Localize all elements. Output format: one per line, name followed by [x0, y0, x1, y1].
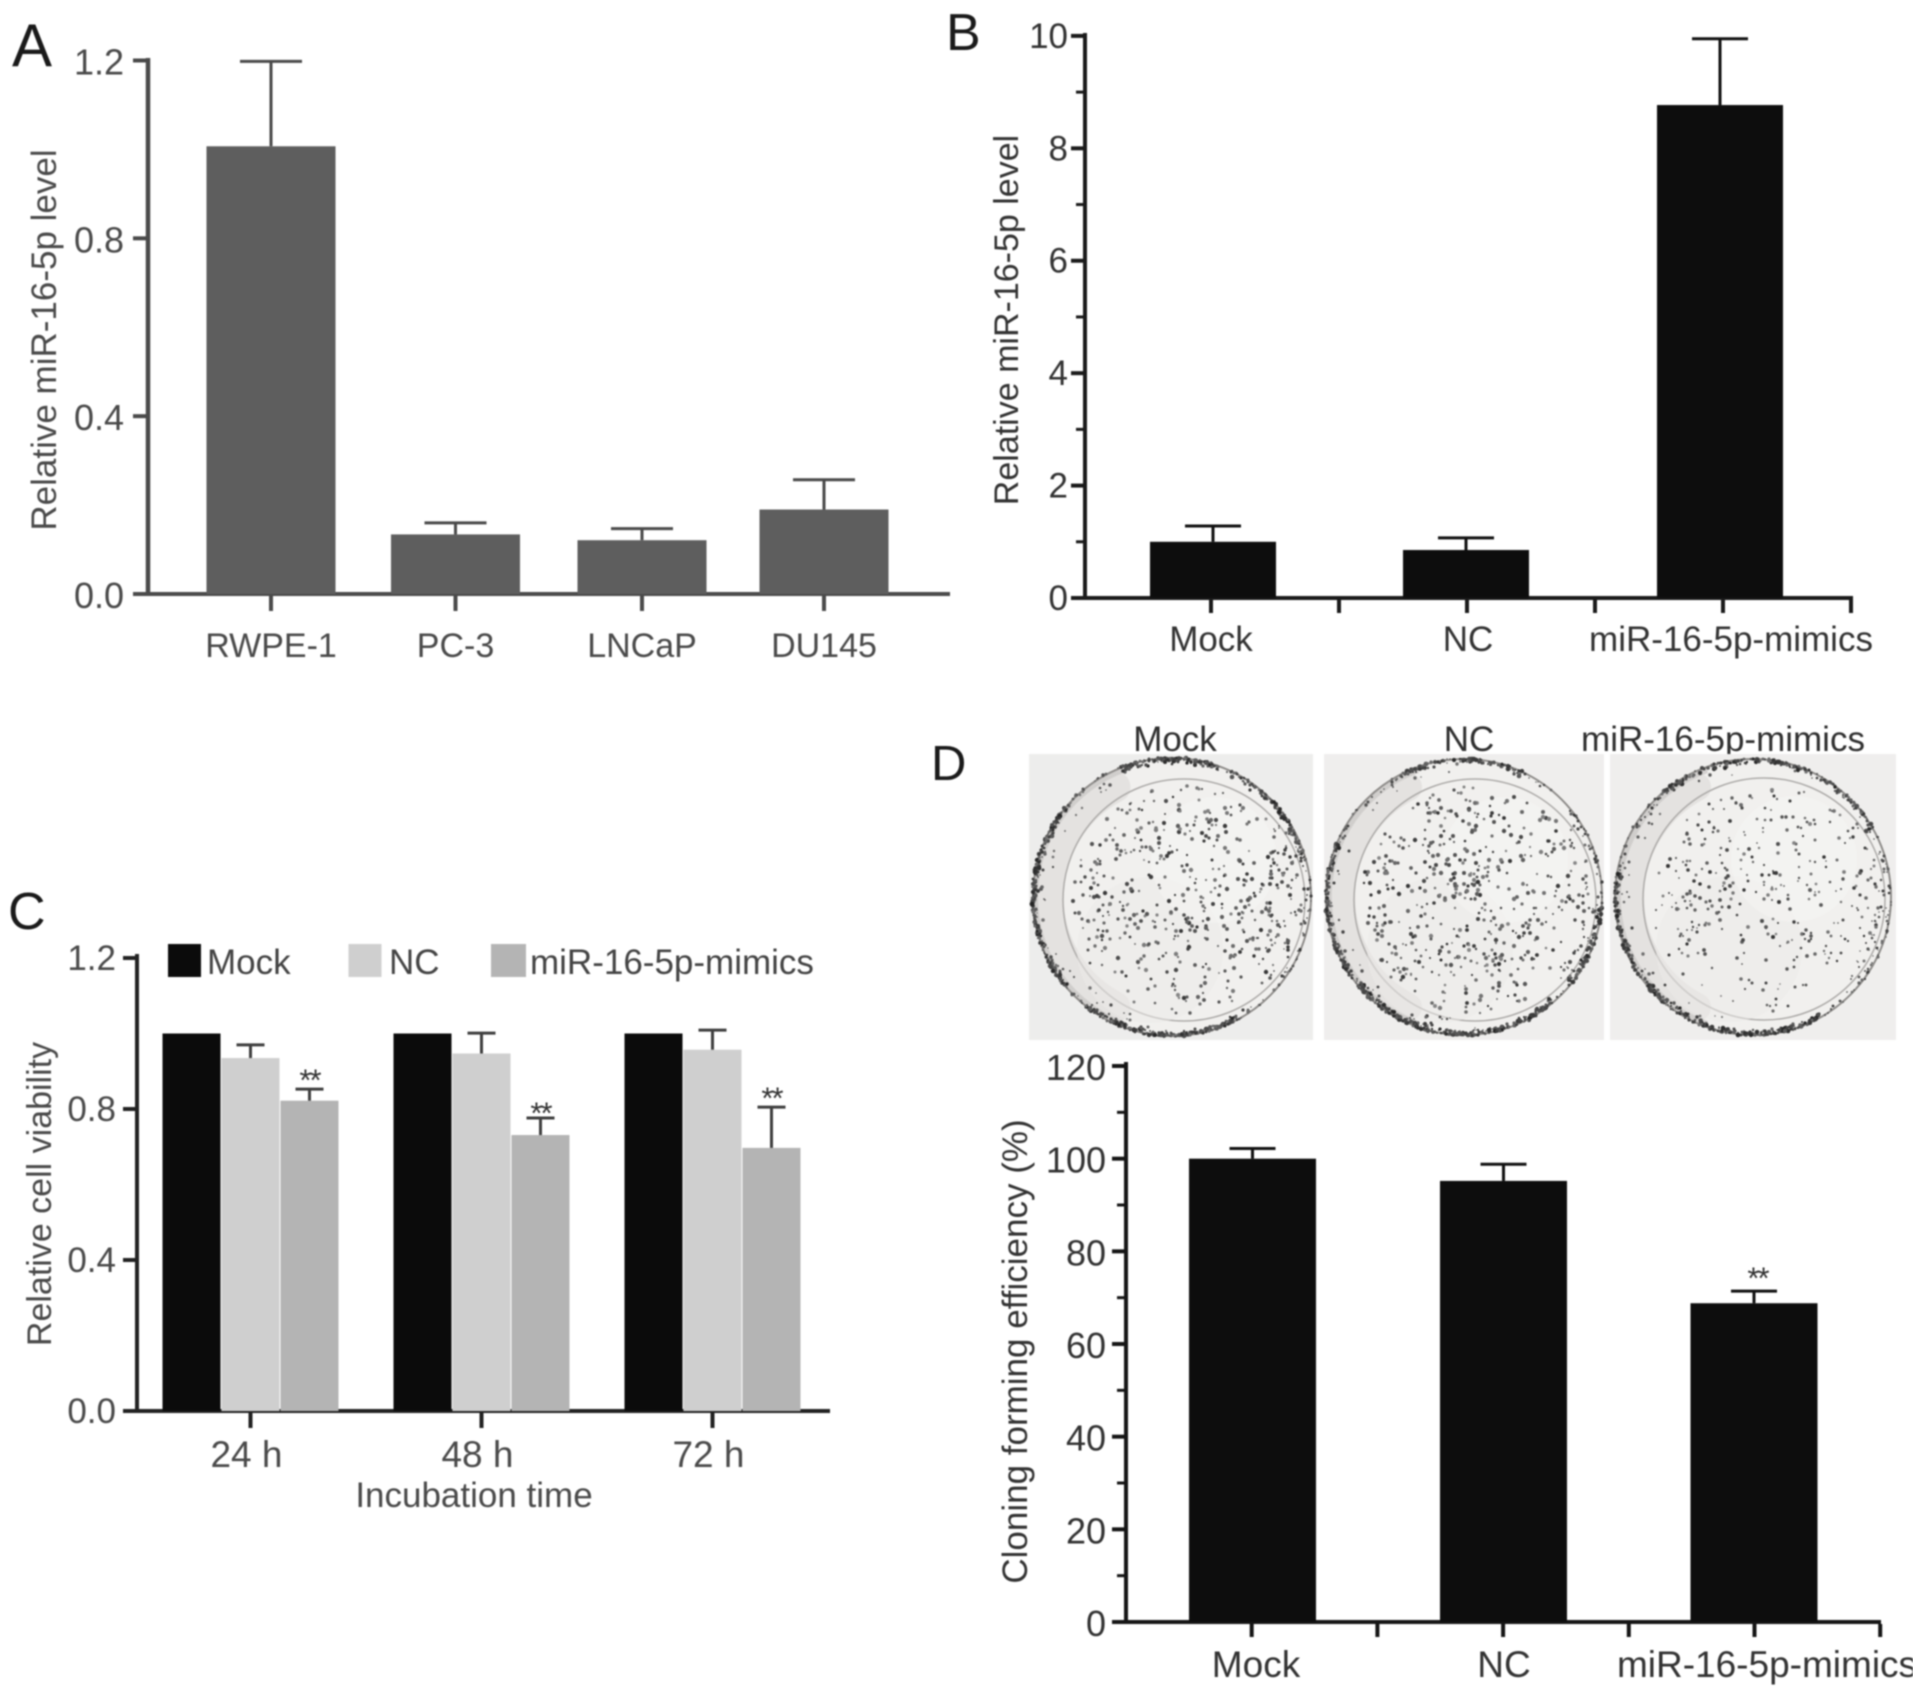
svg-text:miR-16-5p-mimics: miR-16-5p-mimics — [1617, 1644, 1913, 1685]
svg-text:0.0: 0.0 — [67, 1392, 116, 1431]
svg-text:C: C — [8, 883, 46, 941]
svg-text:6: 6 — [1049, 242, 1068, 281]
svg-text:4: 4 — [1049, 354, 1068, 393]
svg-text:1.2: 1.2 — [67, 939, 116, 978]
svg-text:8: 8 — [1049, 129, 1068, 168]
svg-text:**: ** — [299, 1063, 321, 1098]
svg-text:20: 20 — [1066, 1510, 1106, 1551]
svg-text:B: B — [946, 4, 981, 62]
svg-text:RWPE-1: RWPE-1 — [205, 627, 337, 665]
svg-text:24 h: 24 h — [210, 1434, 282, 1475]
svg-text:2: 2 — [1049, 467, 1068, 506]
svg-text:80: 80 — [1066, 1232, 1106, 1273]
svg-text:48 h: 48 h — [441, 1434, 513, 1475]
svg-text:1.2: 1.2 — [74, 41, 124, 82]
svg-text:0.4: 0.4 — [74, 397, 124, 438]
svg-text:10: 10 — [1029, 17, 1068, 56]
svg-text:40: 40 — [1066, 1418, 1106, 1459]
svg-text:Relative miR-16-5p level: Relative miR-16-5p level — [988, 135, 1026, 505]
svg-text:Mock: Mock — [207, 943, 291, 982]
svg-text:DU145: DU145 — [771, 627, 877, 665]
svg-text:NC: NC — [1444, 720, 1495, 759]
svg-text:miR-16-5p-mimics: miR-16-5p-mimics — [1581, 720, 1865, 759]
svg-text:Mock: Mock — [1212, 1644, 1301, 1685]
svg-text:D: D — [931, 737, 966, 791]
svg-text:0: 0 — [1086, 1603, 1106, 1644]
svg-text:PC-3: PC-3 — [417, 627, 494, 665]
svg-text:NC: NC — [1443, 620, 1494, 659]
svg-text:100: 100 — [1046, 1140, 1106, 1181]
svg-text:**: ** — [530, 1096, 552, 1131]
svg-text:Mock: Mock — [1169, 620, 1253, 659]
svg-text:Relative cell viability: Relative cell viability — [21, 1042, 59, 1346]
svg-text:Incubation time: Incubation time — [355, 1476, 592, 1515]
svg-text:0.4: 0.4 — [67, 1241, 116, 1280]
svg-text:**: ** — [761, 1081, 783, 1116]
svg-text:miR-16-5p-mimics: miR-16-5p-mimics — [1589, 620, 1873, 659]
svg-text:60: 60 — [1066, 1325, 1106, 1366]
svg-text:A: A — [12, 12, 52, 79]
svg-text:NC: NC — [389, 943, 440, 982]
svg-text:0.8: 0.8 — [67, 1090, 116, 1129]
svg-text:72 h: 72 h — [672, 1434, 744, 1475]
svg-text:LNCaP: LNCaP — [587, 627, 697, 665]
svg-text:120: 120 — [1046, 1047, 1106, 1088]
svg-text:**: ** — [1747, 1261, 1769, 1296]
svg-text:miR-16-5p-mimics: miR-16-5p-mimics — [530, 943, 814, 982]
svg-text:0.8: 0.8 — [74, 219, 124, 260]
svg-text:0: 0 — [1049, 579, 1068, 618]
svg-text:0.0: 0.0 — [74, 575, 124, 616]
svg-text:Relative miR-16-5p level: Relative miR-16-5p level — [25, 149, 64, 530]
svg-text:NC: NC — [1477, 1644, 1530, 1685]
svg-text:Cloning forming efficiency (%): Cloning forming efficiency (%) — [996, 1119, 1035, 1583]
svg-text:Mock: Mock — [1133, 720, 1217, 759]
